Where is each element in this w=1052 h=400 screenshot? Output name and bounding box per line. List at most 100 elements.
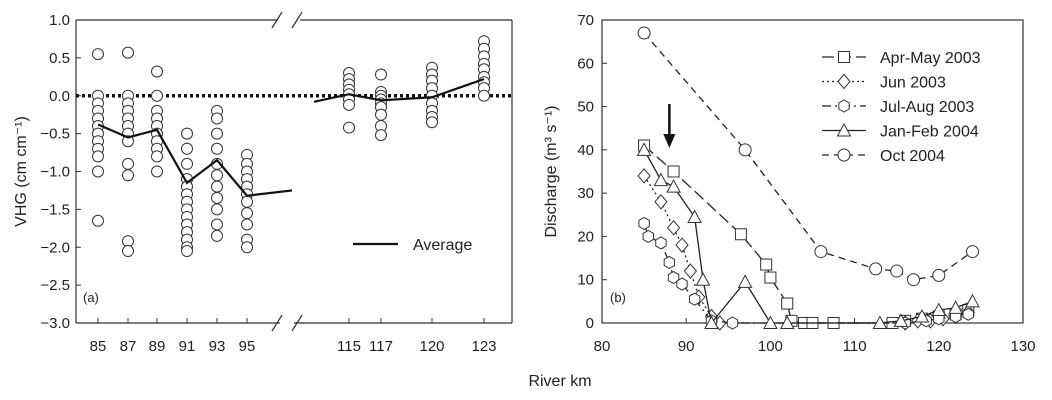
- data-point: [695, 272, 711, 286]
- vhg-data-point: [181, 245, 193, 258]
- vhg-data-point: [181, 142, 193, 155]
- vhg-data-point: [211, 169, 223, 182]
- vhg-data-point: [343, 121, 355, 134]
- data-point: [638, 216, 650, 231]
- axis-break-mark: [291, 11, 303, 29]
- x-tick-label: 93: [209, 338, 226, 355]
- vhg-data-point: [343, 98, 355, 111]
- x-tick-label: 91: [179, 338, 196, 355]
- y-tick-label: 20: [577, 228, 594, 245]
- y-tick-label: 0.0: [49, 88, 70, 105]
- vhg-data-point: [426, 116, 438, 129]
- x-tick-label: 90: [678, 338, 695, 355]
- data-point: [932, 268, 946, 282]
- y-tick-label: −0.5: [40, 126, 70, 143]
- data-point: [637, 26, 651, 40]
- data-point: [654, 194, 668, 210]
- y-tick-label: 60: [577, 55, 594, 72]
- data-point: [667, 270, 680, 285]
- vhg-data-point: [92, 214, 104, 227]
- legend-marker: [838, 99, 850, 113]
- panel-label-a: (a): [83, 290, 99, 305]
- data-point: [965, 293, 980, 308]
- vhg-data-point: [241, 195, 253, 208]
- data-point: [893, 313, 909, 327]
- vhg-data-point: [122, 135, 134, 148]
- data-point: [872, 315, 888, 329]
- data-point: [653, 172, 669, 187]
- x-tick-label: 89: [149, 338, 166, 355]
- data-point: [663, 255, 676, 269]
- legend-label: Oct 2004: [880, 148, 945, 165]
- vhg-data-point: [478, 89, 490, 102]
- vhg-data-point: [151, 150, 163, 163]
- vhg-data-point: [241, 241, 253, 254]
- vhg-data-point: [211, 180, 223, 193]
- x-tick-label: 95: [239, 338, 256, 355]
- data-point: [636, 142, 652, 156]
- data-point: [763, 315, 778, 329]
- data-point: [890, 264, 904, 278]
- average-line-left: [97, 123, 293, 197]
- vhg-data-point: [211, 203, 223, 216]
- vhg-data-point: [211, 142, 223, 155]
- x-tick-label: 120: [926, 338, 951, 355]
- legend-marker: [838, 51, 850, 63]
- vhg-data-point: [151, 89, 163, 102]
- data-point: [907, 273, 921, 287]
- data-point: [687, 209, 702, 223]
- legend-marker: [836, 122, 852, 137]
- x-axis-label: River km: [528, 373, 591, 390]
- data-point: [704, 315, 719, 329]
- y-axis-label: VHG (cm cm⁻¹): [13, 116, 30, 227]
- data-point: [642, 229, 655, 244]
- data-point: [869, 262, 883, 276]
- data-point: [683, 263, 698, 279]
- x-tick-label: 87: [120, 338, 137, 355]
- vhg-data-point: [92, 48, 104, 61]
- data-point: [655, 236, 667, 250]
- vhg-data-point: [211, 218, 223, 231]
- data-point: [931, 302, 947, 317]
- y-tick-label: −1.5: [40, 201, 70, 218]
- data-point: [914, 308, 930, 323]
- vhg-data-point: [211, 112, 223, 125]
- x-tick-label: 115: [337, 338, 361, 355]
- legend-label: Jan-Feb 2004: [880, 124, 979, 141]
- vhg-data-point: [181, 127, 193, 140]
- series-4: [637, 26, 979, 287]
- axis-break-mark: [271, 314, 283, 332]
- legend-label: Apr-May 2003: [880, 50, 981, 67]
- series-0: [638, 139, 975, 329]
- panel-b: 0 10 20 30 40 50 60 70 80 90 100 110 120 130 Discharge…: [543, 12, 1036, 355]
- x-tick-label: 85: [90, 338, 107, 355]
- vhg-data-point: [92, 165, 104, 178]
- axis-break-mark: [271, 11, 283, 29]
- x-tick-label: 110: [843, 338, 867, 355]
- data-point: [948, 300, 963, 314]
- data-point: [666, 220, 681, 236]
- average-line-right: [313, 78, 485, 103]
- y-tick-label: 70: [577, 12, 594, 29]
- legend-marker: [837, 148, 851, 162]
- x-tick-label: 100: [758, 338, 783, 355]
- data-point: [734, 228, 747, 241]
- legend-label: Jul-Aug 2003: [880, 99, 974, 116]
- panel-a: 1.0 0.5 0.0 −0.5 −1.0 −1.5 −2.0 −2.5 −3.0 85 87 89 9…: [13, 11, 513, 355]
- vhg-data-point: [151, 165, 163, 178]
- x-tick-label: 80: [594, 338, 611, 355]
- data-point: [760, 258, 773, 271]
- vhg-data-point: [92, 150, 104, 163]
- vhg-data-point: [375, 129, 387, 142]
- vhg-data-point: [241, 207, 253, 220]
- axis-break-mark: [291, 314, 303, 332]
- series-1: [637, 168, 975, 331]
- x-tick-label: 130: [1010, 338, 1035, 355]
- data-point: [676, 277, 688, 291]
- x-tick-label: 123: [471, 338, 496, 355]
- data-point: [814, 245, 828, 259]
- arrow-head: [663, 134, 676, 148]
- y-tick-label: 40: [577, 142, 594, 159]
- vhg-data-point: [211, 229, 223, 242]
